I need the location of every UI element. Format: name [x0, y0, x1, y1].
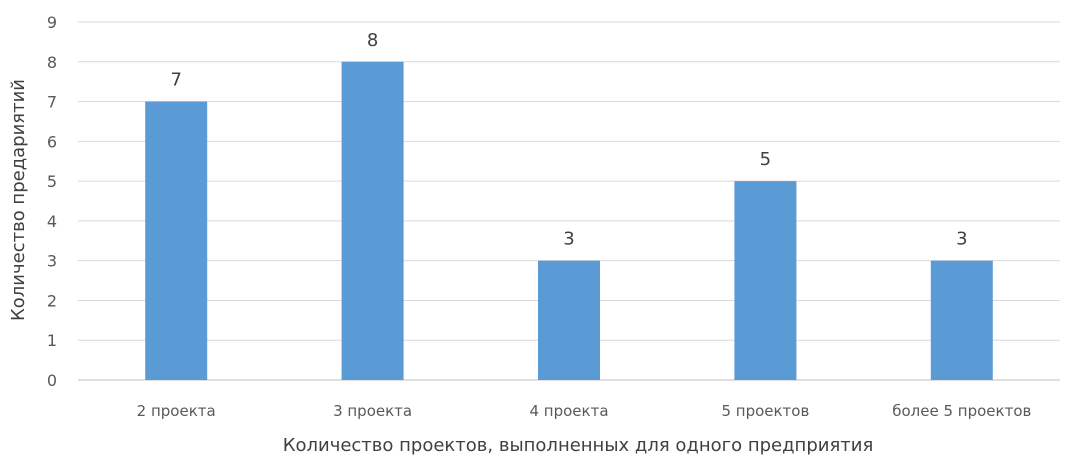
y-tick-label: 6: [47, 132, 57, 151]
bar: [930, 260, 993, 380]
x-category-label: 5 проектов: [721, 402, 809, 420]
bar: [341, 61, 404, 381]
x-category-label: 3 проекта: [333, 402, 412, 420]
y-tick-label: 0: [47, 371, 57, 390]
x-axis-title: Количество проектов, выполненных для одн…: [283, 435, 874, 456]
x-category-label: 2 проекта: [137, 402, 216, 420]
x-category-label: более 5 проектов: [892, 402, 1031, 420]
gridlines: [78, 21, 1060, 381]
y-tick-label: 4: [47, 212, 57, 231]
y-tick-label: 9: [47, 13, 57, 32]
bar: [145, 101, 208, 381]
y-tick-label: 5: [47, 172, 57, 191]
y-axis-title: Количество предариятий: [8, 79, 29, 321]
x-axis-categories: 2 проекта 3 проекта 4 проекта 5 проектов бол…: [137, 402, 1032, 420]
data-label: 5: [760, 149, 771, 170]
y-tick-label: 3: [47, 252, 57, 271]
data-label: 7: [170, 70, 181, 91]
x-category-label: 4 проекта: [529, 402, 608, 420]
y-tick-label: 1: [47, 331, 57, 350]
y-axis-ticks: 0 1 2 3 4 5 6 7 8 9: [47, 13, 57, 390]
data-label: 8: [367, 30, 378, 51]
bar: [734, 181, 797, 380]
bars: [145, 61, 993, 381]
y-tick-label: 2: [47, 291, 57, 310]
y-tick-label: 7: [47, 93, 57, 112]
y-tick-label: 8: [47, 53, 57, 72]
data-label: 3: [956, 229, 967, 250]
bar: [538, 260, 600, 380]
data-label: 3: [563, 229, 574, 250]
data-labels: 7 8 3 5 3: [170, 30, 967, 250]
